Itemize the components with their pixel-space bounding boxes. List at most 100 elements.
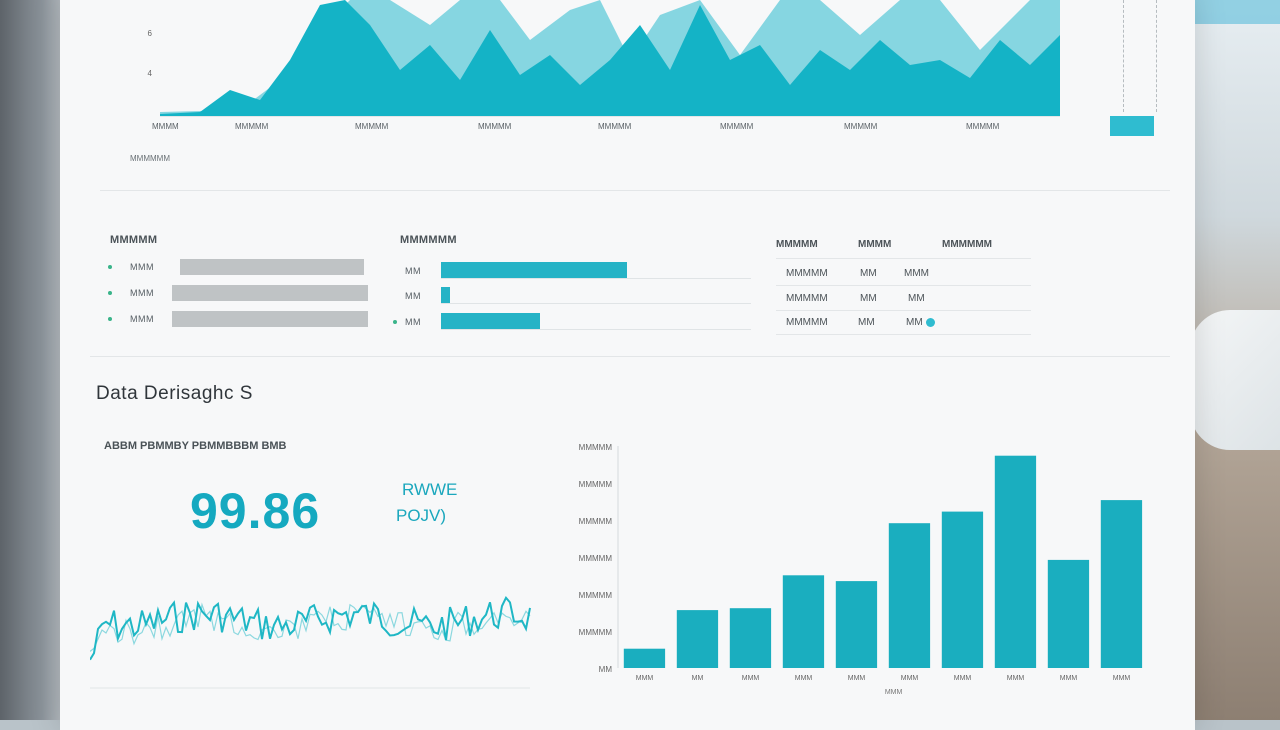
middle-row-label: MM [405, 265, 421, 276]
bar-chart-bar[interactable] [782, 575, 825, 668]
table-cell: MM [860, 268, 877, 279]
sparkline-series-secondary [90, 602, 531, 652]
bar-chart-bar[interactable] [729, 608, 772, 668]
bar-chart-ytick: MMMMM [579, 480, 613, 489]
status-dot-icon [393, 319, 397, 324]
table-cell: MMMMM [786, 268, 828, 279]
metric-sub-line-2: POJV) [396, 506, 447, 525]
bar-chart-bar[interactable] [676, 610, 719, 668]
top-chart-xtick: MMMMM [235, 122, 269, 131]
table-cell: MMMMM [786, 293, 828, 304]
top-chart-xtick: MMMMM [478, 122, 512, 131]
top-chart-x-ticks: MMMM MMMMM MMMMM MMMMM MMMMM MMMMM MMMMM… [152, 122, 1000, 131]
left-row[interactable]: MMM [108, 285, 368, 301]
top-chart-xtick: MMMMM [966, 122, 1000, 131]
table-cell: MMMMM [786, 317, 828, 328]
table-separator [776, 285, 1031, 286]
bar-chart-ytick: MMMMM [579, 443, 613, 452]
sparkline-series [90, 596, 531, 661]
bar-chart-bar[interactable] [623, 648, 666, 668]
bar-chart-xtick: MMM [1060, 675, 1078, 682]
bar-chart-bar[interactable] [994, 455, 1037, 668]
bar-chart-bar[interactable] [1100, 500, 1143, 668]
bar-chart-bar[interactable] [941, 511, 984, 668]
middle-row-track [441, 287, 751, 304]
status-dot-icon [108, 265, 112, 269]
table-separator [776, 334, 1031, 335]
bar-chart-ytick: MMMMM [579, 591, 613, 600]
bar-chart-xtick: MMM [742, 675, 760, 682]
bar-chart-xlabel: MMM [885, 689, 903, 696]
table-cell: MM [860, 293, 877, 304]
top-chart-xtick: MMMM [152, 122, 179, 131]
section-title: Data Derisaghc S [96, 383, 253, 404]
middle-row-track [441, 313, 751, 330]
middle-row-label: MM [405, 316, 421, 327]
left-row-label: MMM [130, 288, 154, 298]
middle-row-bar [441, 313, 541, 329]
top-chart-xtick: MMMMM [355, 122, 389, 131]
table-cell: MM [906, 317, 923, 328]
table-cell: MMM [904, 268, 929, 279]
separator [90, 356, 1170, 357]
table-cell: MM [858, 317, 875, 328]
metric-label: ABBM PBMMBY PBMMBBBM BMB [104, 440, 287, 452]
bar-chart-xtick: MMM [1007, 675, 1025, 682]
metric-value: 99.86 [190, 483, 321, 539]
left-row[interactable]: MMM [108, 259, 364, 275]
bar-chart-xtick: MM [692, 675, 704, 682]
left-row-bar [172, 311, 368, 327]
table-cell: MM [908, 293, 925, 304]
separator [100, 190, 1170, 191]
table-header: MMMM [858, 239, 892, 250]
left-row-label: MMM [130, 314, 154, 324]
left-panel-title: MMMMM [110, 234, 158, 246]
bar-chart-ytick: MMMMM [579, 628, 613, 637]
left-row-bar [172, 285, 368, 301]
left-row[interactable]: MMM [108, 311, 368, 327]
table-separator [776, 310, 1031, 311]
middle-row[interactable]: MM [393, 313, 751, 330]
middle-row[interactable]: MM [405, 287, 751, 304]
table-separator [776, 258, 1031, 259]
side-bar-marker [1110, 116, 1154, 136]
top-chart-xtick: MMMMM [720, 122, 754, 131]
bar-chart-ytick: MM [599, 665, 613, 674]
top-chart-xtick: MMMMM [598, 122, 632, 131]
bar-chart-xtick: MMM [954, 675, 972, 682]
bar-chart-ytick: MMMMM [579, 517, 613, 526]
bar-chart-ytick: MMMMM [579, 554, 613, 563]
middle-row[interactable]: MM [405, 262, 751, 279]
middle-row-bar [441, 262, 627, 278]
sparkline-chart [90, 596, 531, 689]
left-row-bar [180, 259, 364, 275]
bar-chart-xtick: MMM [795, 675, 813, 682]
bar-chart-bar[interactable] [1047, 559, 1090, 668]
middle-row-bar [441, 287, 451, 303]
status-dot-icon [108, 291, 112, 295]
bar-chart-xtick: MMM [848, 675, 866, 682]
top-chart-ytick: 6 [148, 29, 153, 38]
top-chart-ytick: 4 [148, 69, 153, 78]
status-dot-icon [108, 317, 112, 321]
bar-chart-bar[interactable] [888, 523, 931, 668]
background-object [1190, 310, 1280, 450]
bar-chart-bar[interactable] [835, 581, 878, 668]
background-accent [1190, 0, 1280, 24]
middle-panel-title: MMMMMM [400, 234, 457, 246]
table-header: MMMMMM [942, 239, 992, 250]
side-dashed-lines [1123, 0, 1157, 112]
table-header: MMMMM [776, 239, 818, 250]
top-chart-xtick: MMMMM [844, 122, 878, 131]
middle-row-label: MM [405, 290, 421, 301]
metric-sub-line-1: RWWE [402, 480, 458, 499]
top-area-chart: 6 4 MMMM MMMMM MMMMM MMMMM MMMMM MMMMM M… [130, 0, 1060, 163]
top-chart-front-area [160, 0, 1060, 116]
middle-row-track [441, 262, 751, 279]
bar-chart-xtick: MMM [901, 675, 919, 682]
background-left [0, 0, 70, 720]
left-row-label: MMM [130, 262, 154, 272]
bar-chart-xtick: MMM [636, 675, 654, 682]
top-chart-footer: MMMMMM [130, 154, 170, 163]
